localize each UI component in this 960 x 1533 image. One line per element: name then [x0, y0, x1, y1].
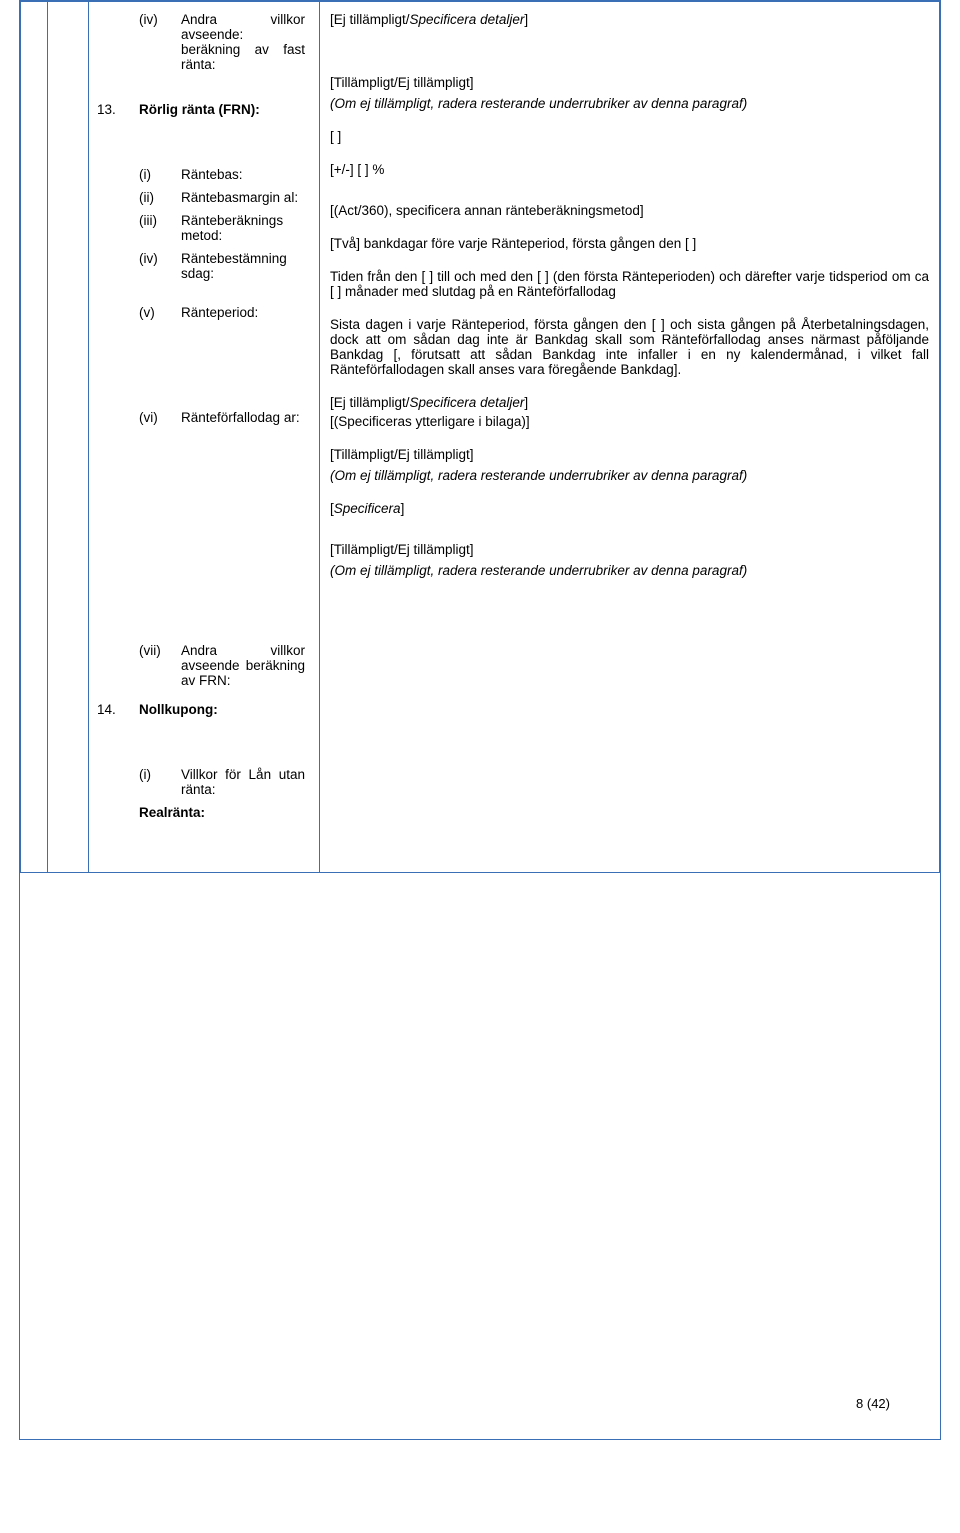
val-iv-top-b: Specificera detaljer	[410, 12, 525, 27]
row-13-ii: (ii) Räntebasmargin al:	[97, 186, 311, 209]
main-table: (iv) Andra villkor avseende: beräkning a…	[20, 1, 940, 873]
val-13-i: [ ]	[330, 125, 929, 158]
roman-13-iii: (iii)	[139, 213, 181, 243]
label-14-i: Villkor för Lån utan ränta:	[181, 767, 311, 797]
val-real-b: (Om ej tillämpligt, radera resterande un…	[330, 563, 929, 578]
val-13-b: (Om ej tillämpligt, radera resterande un…	[330, 96, 929, 111]
label-iv-top: Andra villkor avseende: beräkning av fas…	[181, 12, 311, 72]
label-13-i: Räntebas:	[181, 167, 311, 182]
val-14-i: [Specificera]	[330, 497, 929, 530]
val-14: [Tillämpligt/Ej tillämpligt] (Om ej till…	[330, 443, 929, 497]
val-iv-top-c: ]	[524, 12, 528, 27]
row-iv-top: (iv) Andra villkor avseende: beräkning a…	[97, 8, 311, 76]
col-b	[48, 2, 89, 873]
roman-13-iv: (iv)	[139, 251, 181, 281]
page-frame: (iv) Andra villkor avseende: beräkning a…	[19, 0, 941, 1440]
val-real: [Tillämpligt/Ej tillämpligt] (Om ej till…	[330, 538, 929, 592]
val-13-vii-d: [(Specificeras ytterligare i bilaga)]	[330, 414, 929, 429]
label-13-vi: Ränteförfallodag ar:	[181, 410, 311, 425]
row-13-v: (v) Ränteperiod:	[97, 301, 311, 324]
roman-13-ii: (ii)	[139, 190, 181, 205]
row-13-i: (i) Räntebas:	[97, 163, 311, 186]
val-iv-top: [Ej tillämpligt/Specificera detaljer]	[330, 8, 929, 41]
val-13-vii: [Ej tillämpligt/Specificera detaljer] [(…	[330, 391, 929, 443]
row-14: 14. Nollkupong:	[97, 698, 311, 721]
val-14-a: [Tillämpligt/Ej tillämpligt]	[330, 447, 929, 462]
roman-13-vii: (vii)	[139, 643, 181, 688]
label-13: Rörlig ränta (FRN):	[139, 102, 311, 117]
val-13-v: Tiden från den [ ] till och med den [ ] …	[330, 265, 929, 313]
val-14-i-c: ]	[401, 501, 405, 516]
val-real-a: [Tillämpligt/Ej tillämpligt]	[330, 542, 929, 557]
row-13: 13. Rörlig ränta (FRN):	[97, 98, 311, 121]
row-13-iv: (iv) Räntebestämning sdag:	[97, 247, 311, 285]
label-13-iii: Ränteberäknings metod:	[181, 213, 311, 243]
val-13-iv: [Två] bankdagar före varje Ränteperiod, …	[330, 232, 929, 265]
val-13-vii-b: Specificera detaljer	[410, 395, 525, 410]
row-13-iii: (iii) Ränteberäknings metod:	[97, 209, 311, 247]
roman-13-v: (v)	[139, 305, 181, 320]
num-13: 13.	[97, 102, 139, 117]
label-13-ii: Räntebasmargin al:	[181, 190, 311, 205]
col-labels: (iv) Andra villkor avseende: beräkning a…	[89, 2, 320, 873]
label-13-v: Ränteperiod:	[181, 305, 311, 320]
val-13-a: [Tillämpligt/Ej tillämpligt]	[330, 75, 929, 90]
row-13-vii: (vii) Andra villkor avseende beräkning a…	[97, 639, 311, 692]
col-a	[21, 2, 48, 873]
val-13-ii: [+/-] [ ] %	[330, 158, 929, 191]
val-iv-top-a: [Ej tillämpligt/	[330, 12, 410, 27]
val-13-vii-c: ]	[524, 395, 528, 410]
val-13: [Tillämpligt/Ej tillämpligt] (Om ej till…	[330, 71, 929, 125]
col-values: [Ej tillämpligt/Specificera detaljer] [T…	[320, 2, 940, 873]
label-real: Realränta:	[139, 805, 311, 820]
val-13-iii: [(Act/360), specificera annan ränteberäk…	[330, 199, 929, 232]
roman-14-i: (i)	[139, 767, 181, 797]
val-14-i-b: Specificera	[334, 501, 401, 516]
row-14-i: (i) Villkor för Lån utan ränta:	[97, 763, 311, 801]
roman-13-i: (i)	[139, 167, 181, 182]
val-14-b: (Om ej tillämpligt, radera resterande un…	[330, 468, 929, 483]
num-14: 14.	[97, 702, 139, 717]
row-real: Realränta:	[97, 801, 311, 824]
row-13-vi: (vi) Ränteförfallodag ar:	[97, 406, 311, 429]
roman-13-vi: (vi)	[139, 410, 181, 425]
roman-iv-top: (iv)	[139, 12, 181, 72]
val-13-vii-a: [Ej tillämpligt/	[330, 395, 410, 410]
val-13-vi: Sista dagen i varje Ränteperiod, första …	[330, 313, 929, 391]
page-footer: 8 (42)	[856, 1396, 890, 1411]
label-13-vii: Andra villkor avseende beräkning av FRN:	[181, 643, 311, 688]
label-13-iv: Räntebestämning sdag:	[181, 251, 311, 281]
label-14: Nollkupong:	[139, 702, 311, 717]
